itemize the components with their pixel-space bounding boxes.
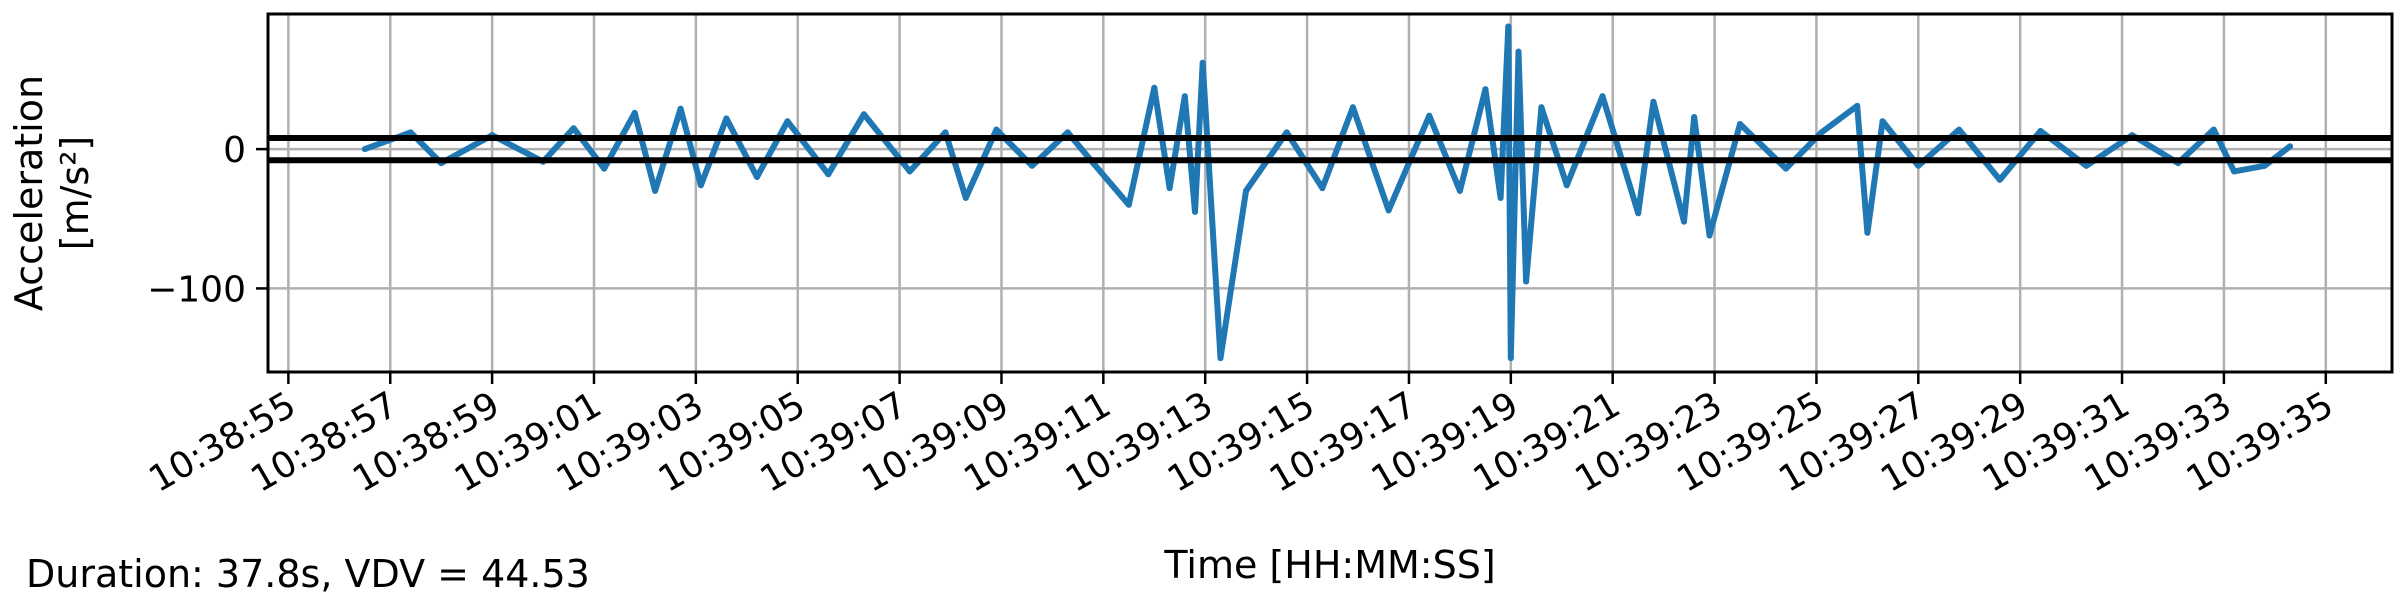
acceleration-point — [1456, 187, 1463, 194]
grid — [268, 14, 2392, 372]
acceleration-point — [1482, 86, 1489, 93]
acceleration-point — [1181, 93, 1188, 100]
acceleration-point — [1064, 129, 1071, 136]
acceleration-point — [754, 174, 760, 180]
acceleration-point — [361, 146, 368, 153]
acceleration-point — [1243, 187, 1249, 194]
acceleration-point — [1166, 185, 1173, 192]
x-axis-label: Time [HH:MM:SS] — [1163, 543, 1495, 587]
acceleration-point — [1650, 98, 1657, 105]
acceleration-point — [1956, 126, 1963, 133]
acceleration-point — [825, 171, 832, 178]
acceleration-point — [1563, 182, 1570, 189]
acceleration-point — [2261, 162, 2268, 169]
acceleration-point — [906, 168, 913, 175]
acceleration-point — [631, 109, 638, 116]
acceleration-point — [1691, 114, 1698, 121]
acceleration-point — [2083, 162, 2090, 169]
acceleration-point — [1523, 278, 1530, 285]
acceleration-point — [407, 129, 414, 136]
acceleration-point — [1217, 355, 1224, 362]
acceleration-point — [784, 118, 791, 125]
acceleration-point — [1737, 121, 1743, 127]
acceleration-point — [1864, 229, 1871, 236]
acceleration-point — [1426, 112, 1433, 119]
acceleration-point — [677, 105, 684, 112]
acceleration-point — [2037, 128, 2044, 134]
acceleration-point — [2210, 126, 2217, 133]
acceleration-point — [1681, 218, 1687, 225]
acceleration-point — [993, 126, 1000, 133]
acceleration-point — [697, 182, 704, 189]
acceleration-point — [1538, 104, 1545, 111]
acceleration-point — [1505, 23, 1512, 30]
acceleration-point — [1515, 48, 1522, 55]
acceleration-point — [1029, 162, 1035, 169]
acceleration-point — [570, 125, 577, 132]
acceleration-point — [1192, 208, 1198, 215]
acceleration-point — [2231, 168, 2238, 175]
acceleration-point — [1507, 355, 1514, 362]
acceleration-point — [1879, 118, 1886, 125]
acceleration-point — [1818, 129, 1825, 136]
acceleration-point — [1199, 59, 1206, 66]
threshold-layer — [268, 134, 2392, 164]
acceleration-point — [652, 187, 659, 194]
series-layer — [361, 23, 2294, 362]
y-axis-label: Acceleration — [7, 75, 51, 311]
acceleration-point — [860, 111, 867, 118]
acceleration-point — [1283, 129, 1290, 136]
duration-vdv-note: Duration: 37.8s, VDV = 44.53 — [26, 552, 590, 596]
acceleration-point — [962, 194, 969, 201]
x-axis-ticks: 10:38:5510:38:5710:38:5910:39:0110:39:03… — [142, 372, 2340, 501]
acceleration-point — [1599, 93, 1606, 100]
acceleration-point — [1854, 102, 1861, 109]
acceleration-point — [1635, 210, 1642, 217]
acceleration-point — [942, 129, 949, 136]
acceleration-point — [601, 165, 608, 172]
y-axis-ticks: −100 0 — [147, 130, 268, 310]
acceleration-point — [723, 115, 730, 122]
acceleration-point — [1385, 207, 1392, 214]
acceleration-point — [1125, 201, 1132, 208]
plot-frame — [266, 12, 2394, 374]
y-tick-label: −100 — [147, 269, 246, 310]
acceleration-point — [1497, 194, 1504, 201]
acceleration-point — [1915, 162, 1922, 169]
acceleration-point — [2287, 143, 2294, 150]
acceleration-point — [1996, 176, 2003, 183]
acceleration-point — [1706, 232, 1713, 239]
acceleration-point — [1349, 104, 1356, 111]
acceleration-point — [1151, 84, 1158, 91]
y-tick-label: 0 — [223, 130, 246, 171]
acceleration-point — [1319, 185, 1326, 192]
acceleration-point — [1782, 165, 1789, 172]
y-axis-unit: [m/s²] — [53, 136, 97, 251]
